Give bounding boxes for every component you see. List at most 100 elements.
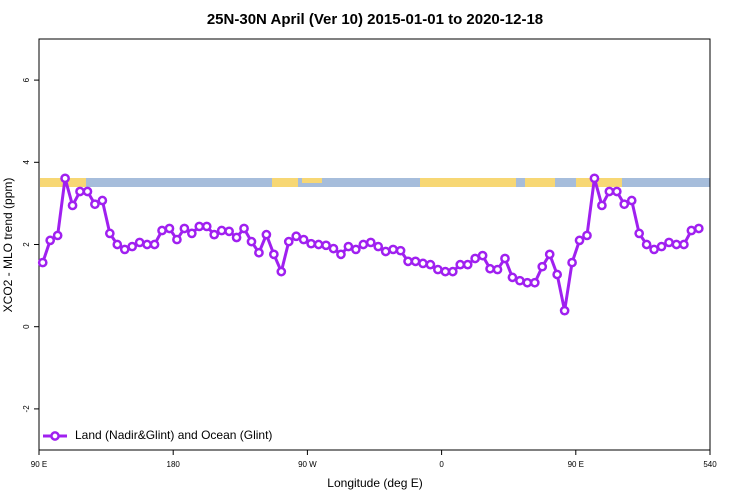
data-point bbox=[194, 221, 205, 232]
data-point bbox=[127, 241, 138, 252]
data-point bbox=[552, 269, 563, 280]
data-point bbox=[336, 249, 346, 260]
data-point bbox=[134, 237, 145, 248]
data-point bbox=[343, 241, 354, 252]
data-point bbox=[440, 266, 451, 277]
data-point bbox=[351, 244, 361, 255]
data-point bbox=[186, 228, 197, 239]
ocean-band bbox=[40, 178, 710, 187]
data-point bbox=[485, 263, 495, 274]
y-tick-label: -2 bbox=[22, 405, 31, 413]
data-point bbox=[679, 239, 689, 250]
data-point bbox=[641, 239, 652, 250]
data-point bbox=[380, 246, 391, 257]
data-point bbox=[693, 223, 704, 234]
chart-title: 25N-30N April (Ver 10) 2015-01-01 to 202… bbox=[207, 11, 543, 28]
data-point bbox=[433, 264, 443, 275]
data-point bbox=[298, 234, 309, 245]
data-point bbox=[611, 186, 622, 197]
data-point bbox=[395, 245, 406, 256]
data-point bbox=[544, 249, 555, 260]
data-point bbox=[216, 225, 227, 236]
data-point bbox=[515, 275, 525, 286]
data-point bbox=[671, 239, 682, 250]
data-point bbox=[179, 223, 190, 234]
data-point bbox=[425, 259, 436, 270]
x-axis-title: Longitude (deg E) bbox=[327, 476, 422, 490]
data-point bbox=[60, 173, 70, 184]
data-point bbox=[67, 200, 78, 211]
x-tick-label: 540 bbox=[703, 460, 717, 469]
land-band bbox=[525, 178, 555, 187]
data-point bbox=[626, 195, 637, 206]
data-point bbox=[37, 257, 48, 268]
data-point bbox=[634, 228, 645, 239]
data-point bbox=[649, 244, 659, 255]
data-point bbox=[104, 228, 115, 239]
data-point bbox=[321, 240, 331, 251]
data-point bbox=[470, 253, 480, 264]
data-point bbox=[224, 226, 234, 237]
data-point bbox=[604, 186, 615, 197]
data-point bbox=[164, 223, 175, 234]
data-point bbox=[239, 223, 249, 234]
data-point bbox=[365, 237, 376, 248]
data-point bbox=[529, 277, 540, 288]
data-point bbox=[403, 256, 413, 267]
data-point bbox=[567, 257, 577, 268]
data-point bbox=[574, 235, 585, 246]
data-point bbox=[619, 199, 630, 210]
data-point bbox=[492, 264, 503, 275]
data-point bbox=[656, 241, 667, 252]
data-point bbox=[172, 234, 182, 245]
data-point bbox=[537, 261, 548, 272]
land-band bbox=[576, 178, 622, 187]
data-point bbox=[373, 241, 384, 252]
data-point bbox=[149, 239, 160, 250]
data-point bbox=[507, 272, 518, 283]
data-point bbox=[500, 253, 510, 264]
x-tick-label: 90 E bbox=[31, 460, 47, 469]
data-point bbox=[597, 200, 607, 211]
data-point bbox=[358, 239, 369, 250]
x-tick-label: 180 bbox=[167, 460, 181, 469]
data-point bbox=[261, 229, 272, 240]
data-point bbox=[97, 195, 108, 206]
data-point bbox=[52, 230, 63, 241]
land-band bbox=[420, 178, 516, 187]
data-point bbox=[582, 230, 592, 241]
data-point bbox=[142, 239, 152, 250]
data-point bbox=[313, 239, 324, 250]
data-point bbox=[246, 236, 257, 247]
land-band bbox=[302, 178, 322, 183]
data-point bbox=[522, 277, 533, 288]
data-point bbox=[589, 173, 600, 184]
data-point bbox=[82, 186, 93, 197]
data-point bbox=[112, 239, 123, 250]
legend-label: Land (Nadir&Glint) and Ocean (Glint) bbox=[75, 428, 272, 442]
data-point bbox=[283, 236, 294, 247]
y-tick-label: 6 bbox=[22, 77, 31, 82]
y-tick-label: 0 bbox=[22, 324, 31, 329]
data-point bbox=[455, 259, 466, 270]
data-point bbox=[254, 247, 264, 258]
data-point bbox=[447, 266, 458, 277]
y-axis-title: XCO2 - MLO trend (ppm) bbox=[1, 178, 15, 313]
y-tick-label: 4 bbox=[22, 160, 31, 165]
data-point bbox=[462, 259, 473, 270]
data-point bbox=[209, 229, 220, 240]
data-point bbox=[231, 232, 242, 243]
data-point bbox=[477, 250, 488, 261]
x-tick-label: 90 W bbox=[298, 460, 317, 469]
data-point bbox=[119, 244, 130, 255]
data-point bbox=[410, 256, 421, 267]
land-band bbox=[272, 178, 298, 187]
y-tick-label: 2 bbox=[22, 242, 31, 247]
data-point bbox=[45, 235, 56, 246]
data-point bbox=[157, 225, 167, 236]
land-ocean-strip bbox=[40, 178, 710, 187]
data-point bbox=[418, 258, 428, 269]
data-point bbox=[276, 266, 287, 277]
x-tick-label: 0 bbox=[439, 460, 444, 469]
data-point bbox=[291, 231, 302, 242]
